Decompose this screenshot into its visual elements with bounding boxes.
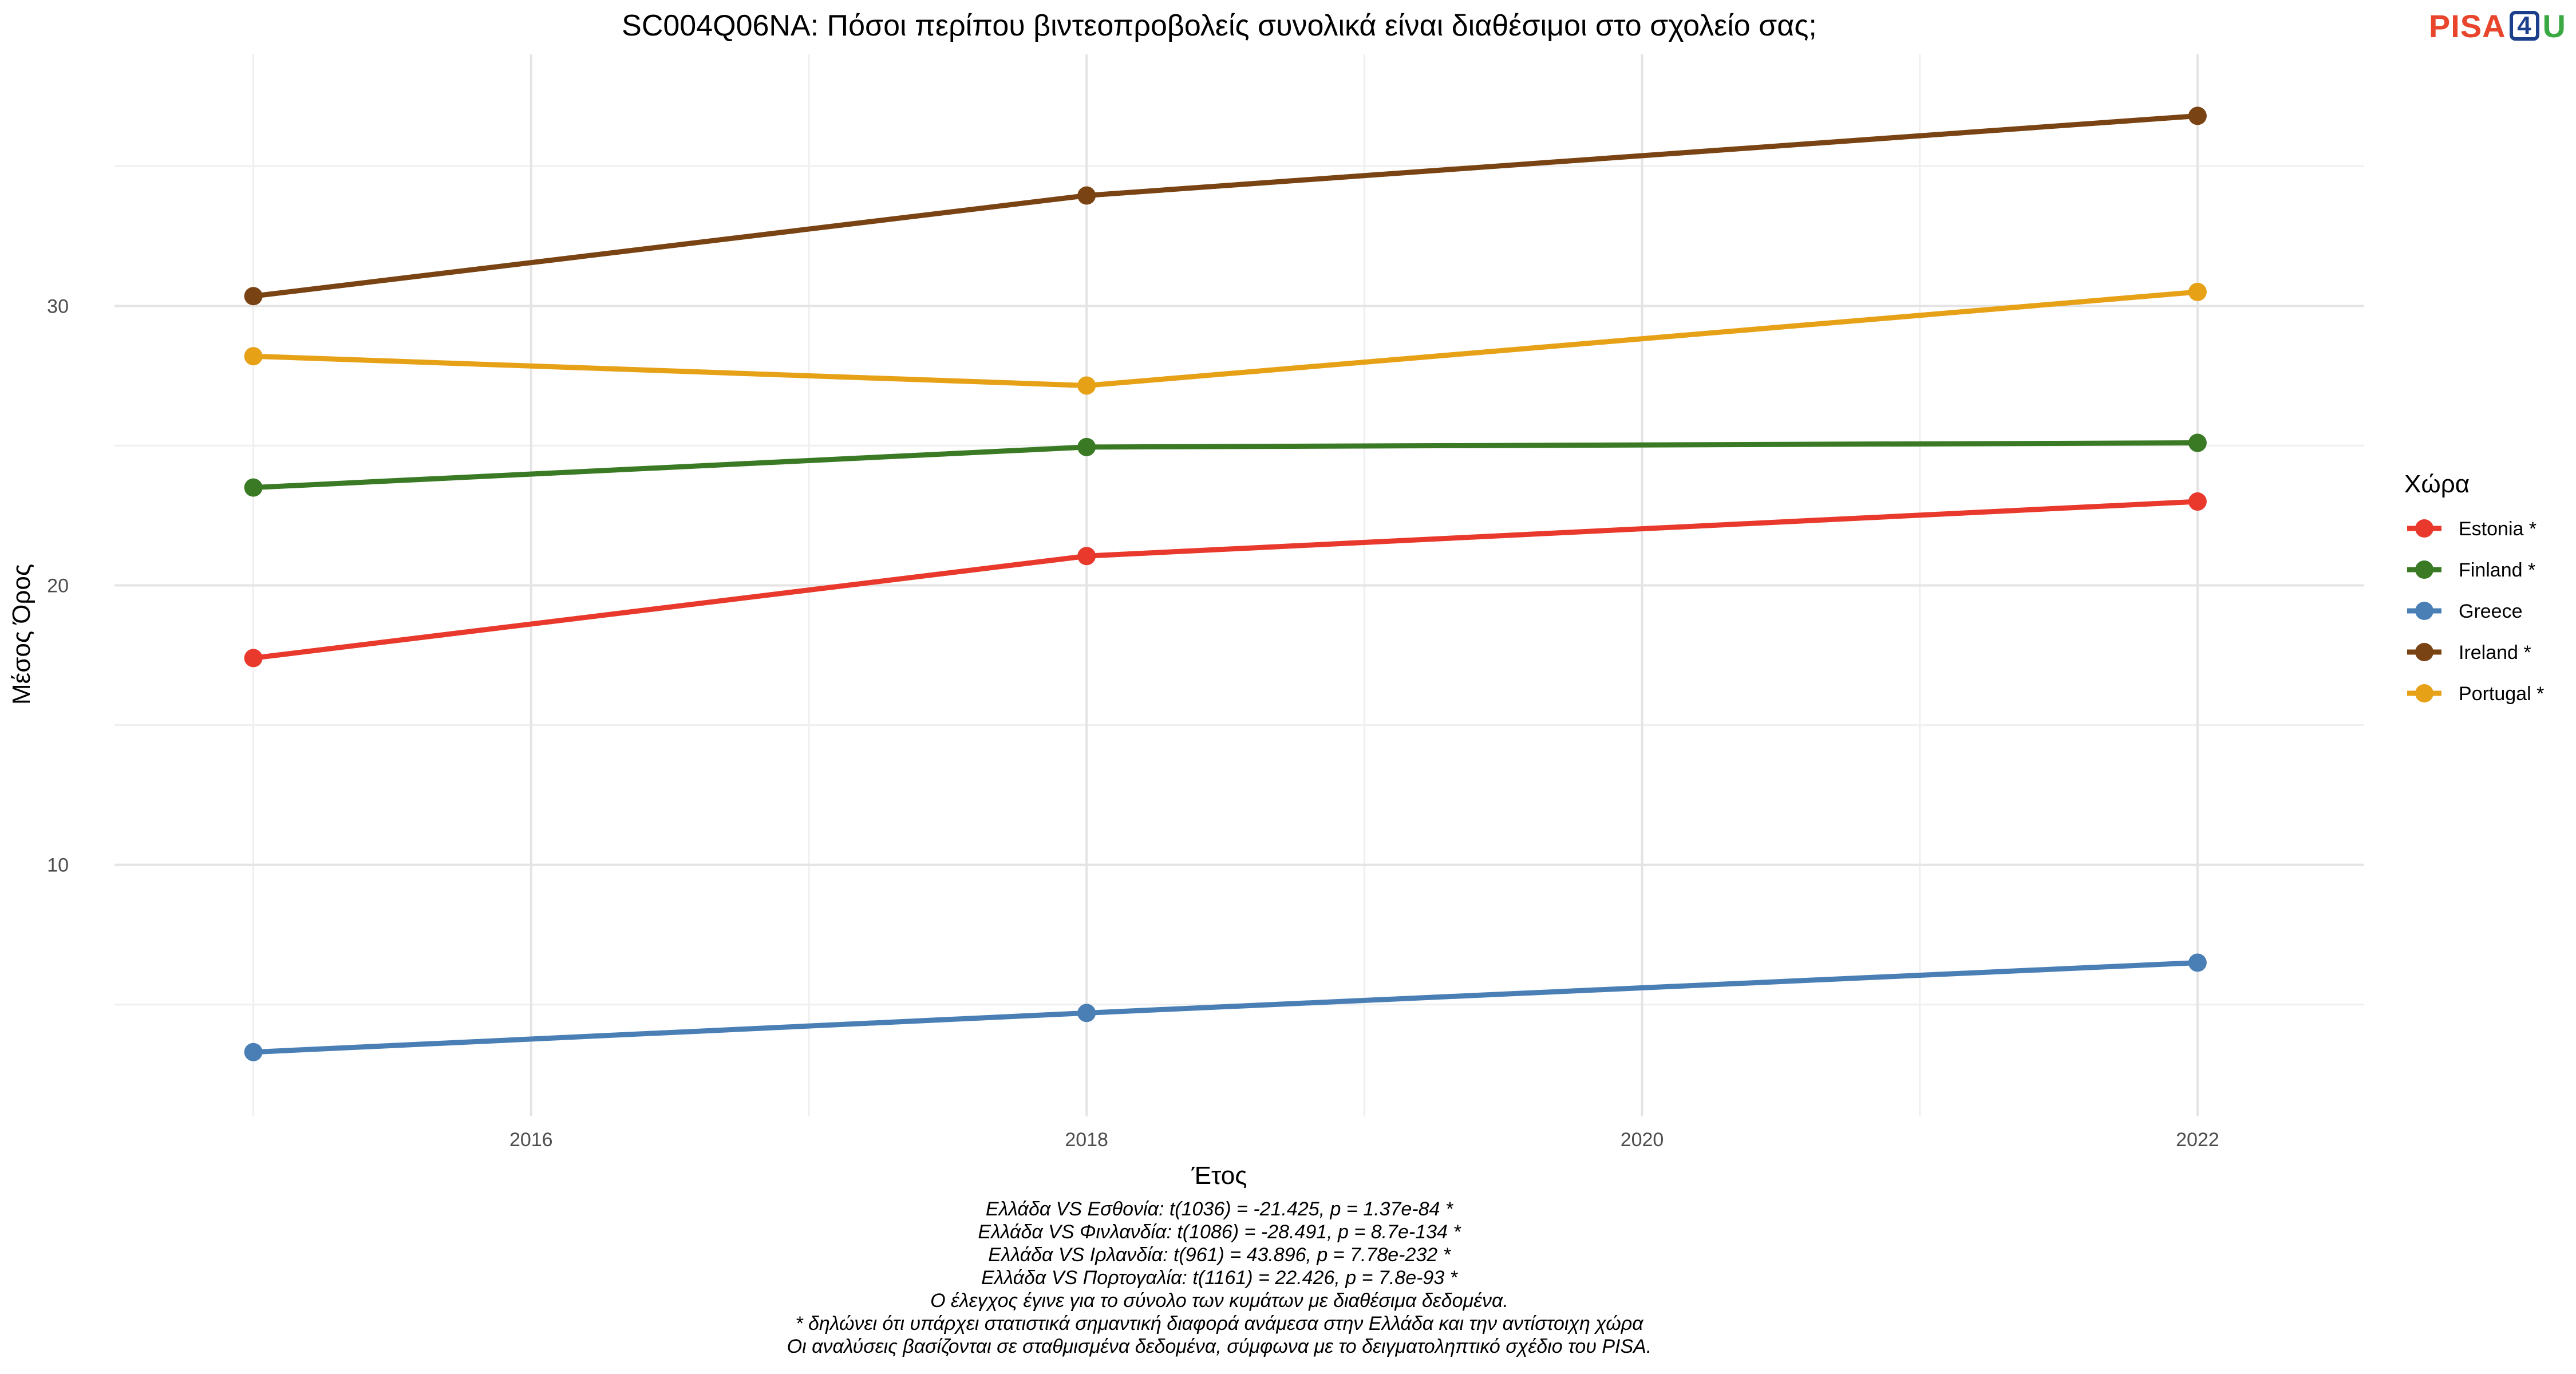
pisa4u-logo: PISA 4 U [2429, 6, 2566, 46]
data-point [244, 287, 263, 306]
caption-line: Ελλάδα VS Πορτογαλία: t(1161) = 22.426, … [981, 1267, 1459, 1289]
y-axis-label: Μέσος Όρος [7, 564, 35, 705]
series-line [253, 440, 2198, 491]
caption-line: Ο έλεγχος έγινε για το σύνολο των κυμάτω… [930, 1290, 1508, 1312]
chart-title: SC004Q06NA: Πόσοι περίπου βιντεοπροβολεί… [622, 9, 1817, 42]
data-point [2188, 282, 2207, 301]
data-point [2188, 433, 2207, 452]
y-tick-label: 10 [47, 855, 69, 876]
data-point [1077, 376, 1096, 395]
caption-line: Οι αναλύσεις βασίζονται σε σταθμισμένα δ… [787, 1336, 1652, 1357]
series-line [253, 960, 2198, 1055]
legend-title: Χώρα [2404, 470, 2470, 498]
data-point [244, 1043, 263, 1061]
series-lines [244, 106, 2207, 1061]
logo-text-pisa: PISA [2428, 7, 2506, 44]
y-tick-label: 20 [47, 575, 69, 597]
axes: 2016 2018 2020 2022 10 20 30 [47, 295, 2219, 1151]
legend: Χώρα Estonia * Finland * Greece Ireland * Por… [2404, 470, 2544, 705]
legend-key-marker [2415, 560, 2433, 579]
data-point [244, 649, 263, 668]
legend-key-marker [2415, 684, 2433, 702]
grid [114, 54, 2364, 1116]
data-point [1077, 547, 1096, 566]
legend-entry-label: Greece [2459, 601, 2523, 622]
x-tick-label: 2016 [509, 1129, 553, 1151]
data-point [244, 347, 263, 366]
data-point [1077, 1004, 1096, 1022]
data-point [1077, 437, 1096, 456]
legend-key-marker [2415, 643, 2433, 661]
data-point [1077, 186, 1096, 205]
logo-text-u: U [2542, 7, 2566, 44]
legend-key-marker [2415, 519, 2433, 538]
legend-entry-label: Ireland * [2459, 642, 2531, 664]
data-point [2188, 106, 2207, 125]
caption: Ελλάδα VS Εσθονία: t(1036) = -21.425, p … [787, 1198, 1652, 1357]
legend-entry-label: Portugal * [2459, 683, 2544, 705]
x-tick-label: 2018 [1065, 1129, 1108, 1151]
x-tick-label: 2020 [1621, 1129, 1664, 1151]
x-tick-label: 2022 [2176, 1129, 2219, 1151]
legend-entry-label: Finland * [2459, 559, 2535, 581]
y-tick-label: 30 [47, 295, 69, 317]
caption-line: * δηλώνει ότι υπάρχει στατιστικά σημαντι… [795, 1313, 1644, 1334]
legend-key-marker [2415, 602, 2433, 620]
data-point [2188, 492, 2207, 511]
caption-line: Ελλάδα VS Εσθονία: t(1036) = -21.425, p … [986, 1198, 1454, 1220]
legend-entry-label: Estonia * [2459, 518, 2537, 540]
data-point [244, 478, 263, 497]
caption-line: Ελλάδα VS Φινλανδία: t(1086) = -28.491, … [978, 1221, 1461, 1243]
series-line [253, 499, 2198, 661]
x-axis-label: Έτος [1191, 1162, 1247, 1190]
logo-text-four: 4 [2509, 11, 2539, 41]
data-point [2188, 953, 2207, 972]
series-line [253, 113, 2198, 299]
caption-line: Ελλάδα VS Ιρλανδία: t(961) = 43.896, p =… [988, 1244, 1452, 1266]
